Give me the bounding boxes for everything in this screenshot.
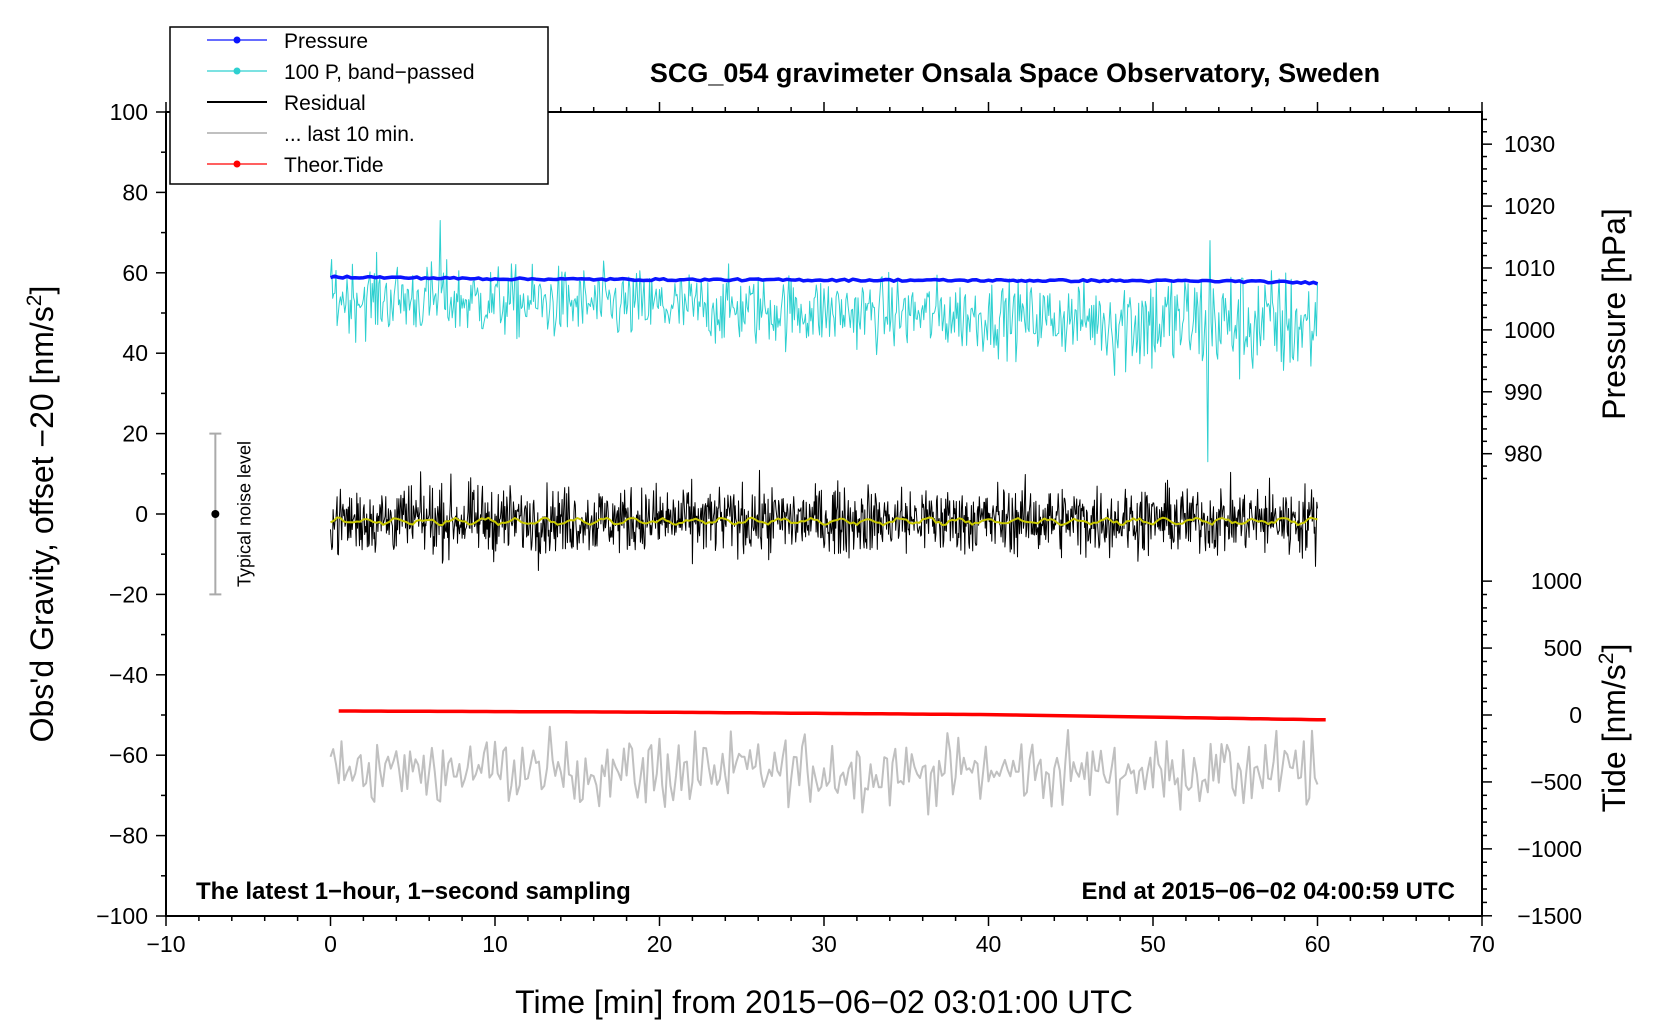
y-tick-label: 40 — [122, 340, 148, 366]
tide-tick-label: 1000 — [1531, 568, 1582, 594]
pressure-tick-label: 1020 — [1504, 193, 1555, 219]
series-last-10-min — [329, 725, 1319, 816]
y-tick-label: 0 — [135, 501, 148, 527]
noise-bar-center — [211, 510, 220, 518]
series-layer — [329, 220, 1326, 816]
y-tick-label: 80 — [122, 179, 148, 205]
pressure-tick-label: 1000 — [1504, 317, 1555, 343]
y-axis-tide: 1000 500 0 −500 −1000 −1500 — [1482, 568, 1582, 929]
pressure-tick-label: 990 — [1504, 379, 1542, 405]
series-band-passed — [330, 220, 1318, 463]
tide-axis-title: Tide [nm/s2] — [1595, 644, 1632, 813]
tide-tick-label: −500 — [1530, 769, 1582, 795]
svg-text:Theor.Tide: Theor.Tide — [284, 154, 384, 177]
y-axis-gravity: 100 80 60 40 20 0 −20 −40 −60 −80 −100 — [96, 99, 166, 929]
x-tick-label: 70 — [1469, 931, 1495, 957]
y-tick-label: 20 — [122, 421, 148, 447]
legend: Pressure 100 P, band−passed Residual ...… — [169, 26, 549, 185]
y-tick-label: −80 — [109, 823, 148, 849]
y-tick-label: 100 — [110, 99, 148, 125]
y-axis-title: Obs'd Gravity, offset −20 [nm/s2] — [23, 286, 60, 743]
tide-tick-label: 500 — [1544, 635, 1582, 661]
x-tick-label: 0 — [324, 931, 337, 957]
y-tick-label: −40 — [109, 662, 148, 688]
pressure-tick-label: 1030 — [1504, 131, 1555, 157]
legend-item-theor-tide: Theor.Tide — [207, 154, 384, 177]
legend-item-band-passed: 100 P, band−passed — [207, 61, 475, 84]
y-axis-pressure: 1030 1020 1010 1000 990 980 — [1482, 118, 1555, 480]
legend-item-pressure: Pressure — [207, 30, 368, 53]
y-tick-label: −60 — [109, 742, 148, 768]
sampling-note: The latest 1−hour, 1−second sampling — [196, 878, 631, 905]
legend-item-last-10-min: ... last 10 min. — [207, 123, 415, 146]
pressure-tick-label: 1010 — [1504, 255, 1555, 281]
x-tick-label: 20 — [647, 931, 673, 957]
legend-item-residual: Residual — [207, 92, 366, 115]
pressure-tick-label: 980 — [1504, 441, 1542, 467]
end-time-note: End at 2015−06−02 04:00:59 UTC — [1081, 878, 1455, 905]
y-tick-label: −100 — [96, 903, 148, 929]
x-tick-label: 40 — [976, 931, 1002, 957]
x-tick-label: −10 — [146, 931, 185, 957]
svg-text:Pressure: Pressure — [284, 30, 368, 53]
y-tick-label: 60 — [122, 260, 148, 286]
series-theor-tide — [338, 709, 1326, 722]
series-residual — [330, 469, 1318, 571]
svg-text:Residual: Residual — [284, 92, 366, 115]
tide-tick-label: 0 — [1569, 702, 1582, 728]
noise-level-indicator: Typical noise level — [209, 432, 254, 596]
tide-tick-label: −1000 — [1517, 836, 1582, 862]
legend-box — [169, 26, 549, 185]
x-tick-label: 50 — [1140, 931, 1166, 957]
tide-tick-label: −1500 — [1517, 903, 1582, 929]
svg-text:... last 10 min.: ... last 10 min. — [284, 123, 415, 146]
x-tick-label: 30 — [811, 931, 837, 957]
series-residual-smoothed — [330, 516, 1318, 527]
svg-text:100 P, band−passed: 100 P, band−passed — [284, 61, 475, 84]
y-tick-label: −20 — [109, 581, 148, 607]
series-pressure — [329, 274, 1319, 286]
x-axis-title: Time [min] from 2015−06−02 03:01:00 UTC — [515, 984, 1133, 1020]
chart-title: SCG_054 gravimeter Onsala Space Observat… — [650, 58, 1380, 88]
noise-bar-label: Typical noise level — [234, 441, 254, 587]
pressure-axis-title: Pressure [hPa] — [1596, 208, 1632, 420]
x-tick-label: 60 — [1305, 931, 1331, 957]
x-tick-label: 10 — [482, 931, 508, 957]
